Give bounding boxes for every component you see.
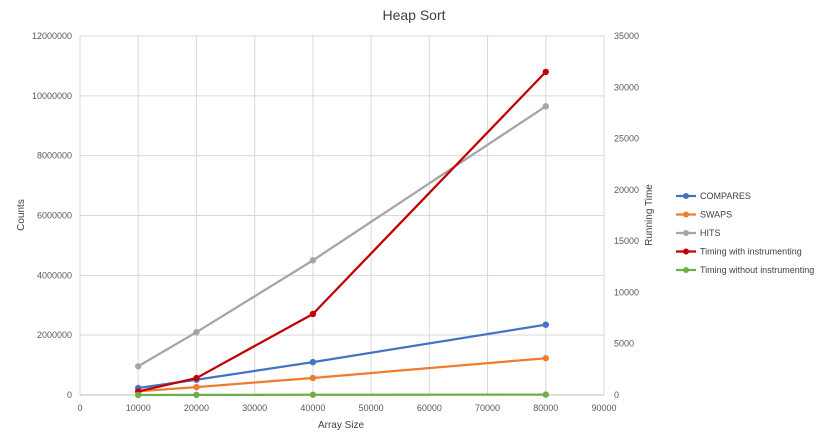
chart-title: Heap Sort — [382, 7, 445, 23]
y2-tick-label: 25000 — [614, 134, 639, 144]
y-tick-label: 4000000 — [37, 270, 72, 280]
y-tick-label: 12000000 — [32, 31, 72, 41]
legend-item: SWAPS — [676, 210, 732, 220]
y-tick-label: 2000000 — [37, 330, 72, 340]
y-tick-label: 6000000 — [37, 211, 72, 221]
series-line — [137, 71, 547, 393]
data-point — [309, 374, 317, 382]
y2-tick-label: 10000 — [614, 287, 639, 297]
legend-swatch-marker — [683, 267, 689, 273]
x-tick-label: 40000 — [300, 403, 325, 413]
legend-label: Timing with instrumenting — [700, 247, 802, 257]
y2-tick-label: 5000 — [614, 339, 634, 349]
data-point — [542, 355, 549, 362]
legend-swatch-marker — [683, 248, 689, 255]
data-point — [193, 383, 200, 391]
x-tick-label: 10000 — [126, 403, 151, 413]
legend-label: HITS — [700, 228, 721, 238]
gridlines — [79, 35, 605, 396]
data-point — [542, 103, 549, 110]
y2-tick-label: 30000 — [614, 82, 639, 92]
series-line — [137, 105, 547, 368]
x-tick-label: 0 — [77, 403, 82, 413]
series-4 — [135, 391, 549, 399]
data-point — [193, 374, 200, 382]
x-tick-label: 60000 — [417, 403, 442, 413]
data-point — [135, 363, 142, 370]
legend: COMPARES SWAPS HITS Timing with instrumenti… — [676, 191, 814, 275]
data-point — [542, 68, 549, 76]
legend-item: HITS — [676, 228, 721, 238]
legend-item: Timing without instrumenting — [676, 265, 814, 275]
data-point — [542, 391, 549, 398]
series-2 — [135, 103, 549, 370]
y2-tick-label: 0 — [614, 390, 619, 400]
legend-swatch-marker — [683, 211, 689, 218]
axes: 0200000040000006000000800000010000000120… — [32, 31, 639, 413]
series-1 — [135, 355, 549, 395]
y2-tick-label: 15000 — [614, 236, 639, 246]
data-point — [309, 358, 317, 366]
series-3 — [135, 68, 549, 395]
legend-item: COMPARES — [676, 191, 751, 201]
data-point — [135, 391, 142, 399]
data-point — [193, 328, 200, 336]
series-lines — [135, 68, 549, 399]
legend-label: COMPARES — [700, 191, 751, 201]
x-tick-label: 70000 — [475, 403, 500, 413]
legend-label: Timing without instrumenting — [700, 265, 814, 275]
y2-tick-label: 20000 — [614, 185, 639, 195]
data-point — [309, 310, 317, 318]
legend-swatch-marker — [683, 230, 689, 236]
x-tick-label: 30000 — [242, 403, 267, 413]
y-tick-label: 10000000 — [32, 91, 72, 101]
y-axis-label: Counts — [16, 199, 27, 231]
y-tick-label: 0 — [67, 390, 72, 400]
x-axis-label: Array Size — [318, 420, 365, 431]
x-tick-label: 80000 — [533, 403, 558, 413]
x-tick-label: 90000 — [591, 403, 616, 413]
data-point — [542, 321, 549, 328]
y-tick-label: 8000000 — [37, 151, 72, 161]
data-point — [309, 257, 317, 264]
data-point — [193, 391, 200, 399]
legend-swatch-marker — [683, 193, 689, 199]
series-line — [138, 357, 546, 393]
data-point — [309, 391, 317, 398]
y2-tick-label: 35000 — [614, 31, 639, 41]
x-tick-label: 20000 — [184, 403, 209, 413]
x-tick-label: 50000 — [359, 403, 384, 413]
legend-item: Timing with instrumenting — [676, 247, 802, 257]
legend-label: SWAPS — [700, 210, 732, 220]
y2-axis-label: Running Time — [644, 184, 655, 246]
